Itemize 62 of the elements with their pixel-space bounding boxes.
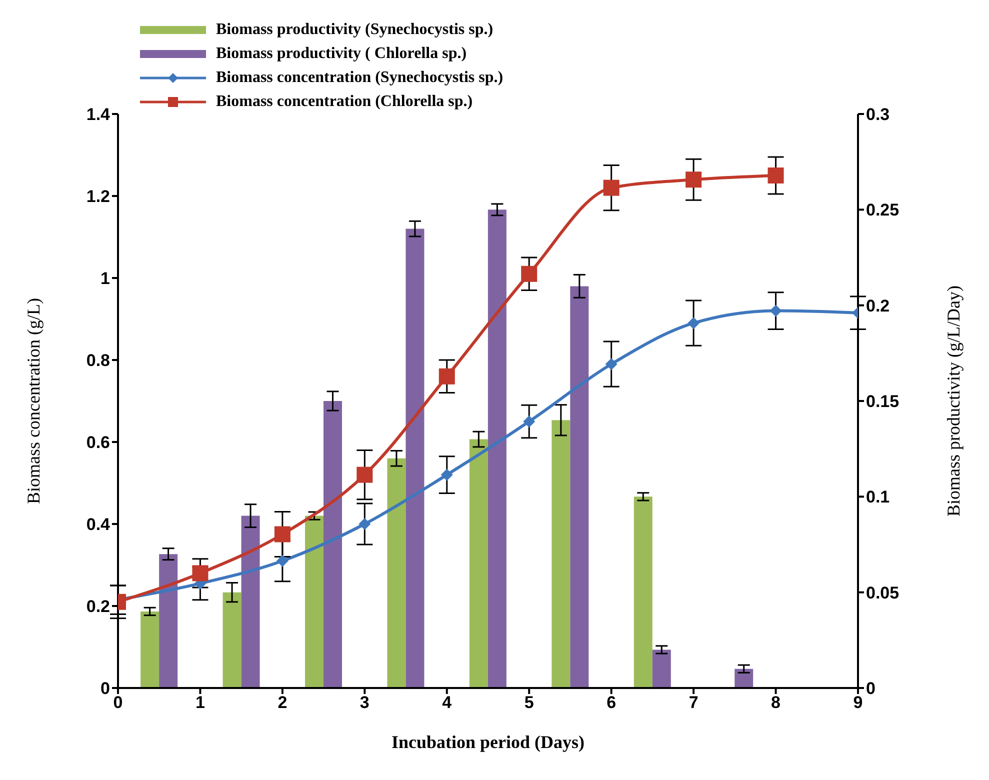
bar [222, 592, 242, 688]
x-tick-label: 7 [688, 693, 698, 712]
bar [241, 516, 260, 688]
point [521, 266, 538, 282]
point [358, 518, 371, 530]
y-tick-label: 0.6 [86, 433, 110, 452]
y2-axis-title: Biomass productivity (g/L/Day) [943, 286, 964, 516]
legend-label: Biomass productivity (Synechocystis sp.) [216, 21, 494, 39]
legend-label: Biomass concentration (Synechocystis sp.) [216, 69, 504, 87]
point [605, 358, 618, 370]
y-tick-label: 1.4 [86, 105, 111, 124]
point [192, 565, 208, 582]
point [276, 554, 288, 567]
y-tick-label: 1 [100, 269, 110, 288]
point [686, 172, 702, 188]
point [688, 317, 700, 330]
bar [406, 228, 424, 688]
point [603, 180, 620, 196]
bar [305, 516, 324, 688]
y-tick-label: 0.4 [86, 515, 111, 534]
bar [140, 611, 160, 688]
y2-tick-label: 0.25 [866, 200, 900, 220]
point [523, 416, 536, 428]
x-tick-label: 0 [113, 693, 123, 712]
bar [552, 420, 570, 688]
x-tick-label: 4 [442, 693, 452, 712]
point [438, 368, 455, 384]
point [768, 168, 784, 184]
x-axis-title: Incubation period (Days) [391, 732, 585, 752]
y-tick-label: 0.8 [86, 351, 110, 370]
y-axis-title: Biomass concentration (g/L) [23, 298, 44, 504]
y-tick-label: 0 [100, 679, 110, 698]
bar [469, 439, 488, 688]
x-tick-label: 8 [771, 693, 781, 712]
y2-tick-label: 0.2 [866, 296, 890, 316]
x-tick-label: 6 [606, 693, 616, 712]
bar [159, 554, 178, 688]
point [356, 466, 373, 483]
point [770, 304, 782, 317]
bar [387, 458, 406, 688]
y2-tick-label: 0.05 [866, 583, 900, 602]
y-tick-label: 1.2 [86, 187, 110, 206]
bar [734, 668, 754, 688]
y2-tick-label: 0 [866, 679, 876, 698]
y2-tick-label: 0.15 [866, 392, 900, 412]
bar [570, 286, 589, 688]
x-tick-label: 2 [278, 693, 288, 712]
y2-tick-label: 0.3 [866, 105, 890, 124]
point [274, 526, 290, 542]
point [440, 468, 453, 481]
bar [634, 496, 652, 688]
y2-tick-label: 0.1 [866, 488, 890, 507]
x-tick-label: 5 [524, 693, 534, 712]
x-tick-label: 9 [853, 693, 863, 712]
bar [324, 401, 342, 688]
x-tick-label: 3 [360, 693, 370, 712]
bar [488, 210, 506, 688]
bar [652, 650, 671, 688]
y-tick-label: 0.2 [86, 597, 110, 616]
legend-label: Biomass concentration (Chlorella sp.) [216, 93, 473, 111]
legend-label: Biomass productivity ( Chlorella sp.) [216, 45, 467, 63]
x-tick-label: 1 [195, 693, 205, 712]
